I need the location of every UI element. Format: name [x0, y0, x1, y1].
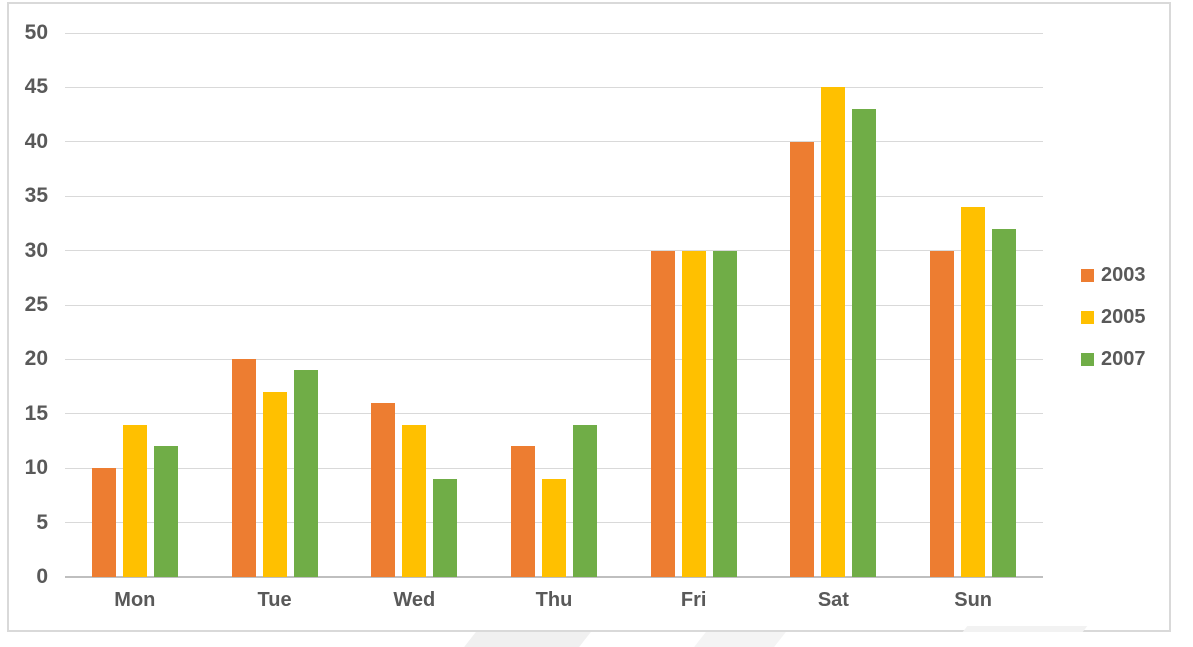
bar-2007-mon — [153, 446, 178, 577]
x-tick-label-tue: Tue — [257, 589, 292, 611]
legend-label-2005: 2005 — [1101, 306, 1146, 328]
y-tick-label-50: 50 — [24, 21, 48, 44]
gridline-50 — [65, 32, 1043, 34]
bar-2005-tue — [262, 392, 287, 577]
bar-2005-sun — [961, 207, 986, 577]
watermark-shape — [962, 626, 1088, 632]
bar-2007-thu — [572, 424, 597, 577]
x-axis-line — [65, 576, 1043, 578]
y-axis: 0 5 10 15 20 25 30 35 40 45 50 — [0, 0, 48, 647]
bar-2003-mon — [91, 468, 116, 577]
y-tick-label-20: 20 — [24, 347, 48, 371]
x-tick-label-thu: Thu — [535, 589, 573, 611]
y-tick-label-0: 0 — [36, 565, 48, 588]
legend-entry-2005: 2005 — [1081, 306, 1146, 329]
x-tick-label-mon: Mon — [114, 589, 156, 611]
y-tick-label-15: 15 — [24, 401, 48, 425]
y-tick-label-10: 10 — [24, 456, 48, 480]
x-tick-label-wed: Wed — [393, 589, 436, 611]
gridline-15 — [65, 413, 1043, 415]
y-tick-label-25: 25 — [24, 293, 48, 316]
bar-group-mon — [65, 33, 205, 577]
gridline-10 — [65, 467, 1043, 469]
gridline-45 — [65, 86, 1043, 88]
y-tick-label-5: 5 — [36, 510, 48, 534]
bar-2007-wed — [433, 479, 458, 577]
bar-group-sun — [903, 33, 1043, 577]
gridline-25 — [65, 304, 1043, 306]
legend-entry-2007: 2007 — [1081, 348, 1146, 371]
bar-2005-sat — [821, 87, 846, 577]
bar-2003-sat — [790, 141, 815, 577]
bar-2003-tue — [231, 359, 256, 577]
gridline-35 — [65, 195, 1043, 197]
legend-swatch-icon — [1081, 311, 1094, 324]
y-tick-label-30: 30 — [24, 238, 48, 262]
watermark-shape — [694, 632, 786, 647]
bar-2003-sun — [930, 250, 955, 577]
bar-2003-thu — [510, 446, 535, 577]
gridline-40 — [65, 141, 1043, 143]
bar-2007-tue — [293, 370, 318, 577]
y-tick-label-40: 40 — [24, 129, 48, 153]
legend: 2003 2005 2007 — [1081, 264, 1146, 371]
x-axis-labels: Mon Tue Wed Thu Fri Sat Sun — [65, 589, 1043, 615]
y-tick-label-35: 35 — [24, 184, 48, 208]
bar-group-thu — [484, 33, 624, 577]
gridline-30 — [65, 250, 1043, 252]
bar-2005-wed — [402, 424, 427, 577]
bar-groups — [65, 33, 1043, 577]
bar-2005-fri — [681, 250, 706, 577]
bar-group-tue — [205, 33, 345, 577]
bar-group-wed — [344, 33, 484, 577]
legend-swatch-icon — [1081, 269, 1094, 282]
legend-label-2003: 2003 — [1101, 264, 1146, 286]
x-tick-label-fri: Fri — [680, 589, 707, 611]
legend-entry-2003: 2003 — [1081, 264, 1146, 287]
bar-2007-fri — [712, 250, 737, 577]
bar-2007-sat — [852, 109, 877, 577]
legend-label-2007: 2007 — [1101, 348, 1146, 370]
legend-swatch-icon — [1081, 353, 1094, 366]
bar-2003-wed — [371, 402, 396, 577]
bar-group-fri — [624, 33, 764, 577]
bar-group-sat — [764, 33, 904, 577]
x-tick-label-sun: Sun — [954, 589, 993, 611]
watermark-shape — [464, 632, 591, 647]
x-tick-label-sat: Sat — [817, 589, 849, 611]
bar-2005-mon — [122, 424, 147, 577]
gridline-20 — [65, 358, 1043, 360]
chart-frame — [7, 2, 1171, 632]
bar-2005-thu — [541, 479, 566, 577]
bar-2003-fri — [650, 250, 675, 577]
bar-2007-sun — [992, 228, 1017, 577]
y-tick-label-45: 45 — [24, 75, 48, 99]
